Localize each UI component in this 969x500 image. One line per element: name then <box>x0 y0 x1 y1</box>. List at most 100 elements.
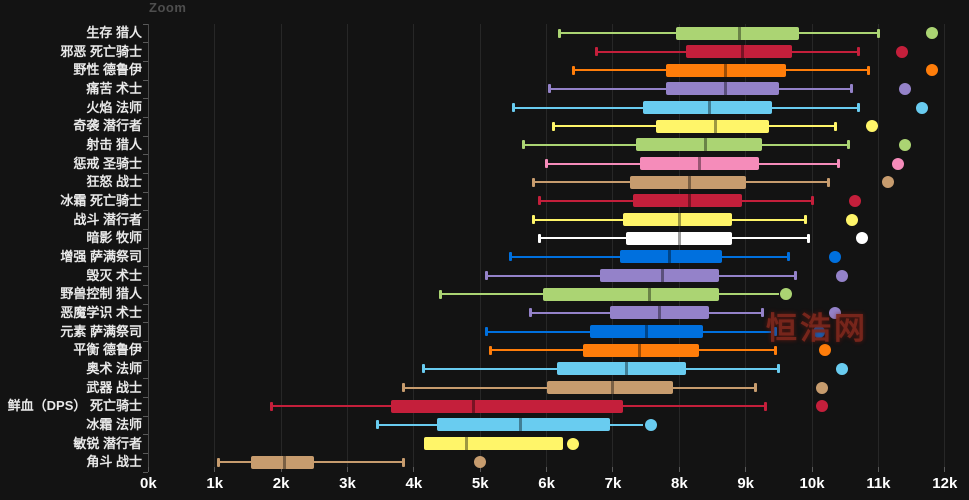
whisker-left[interactable] <box>513 106 643 109</box>
whisker-right[interactable] <box>719 274 796 277</box>
box[interactable] <box>619 250 723 264</box>
whisker-left[interactable] <box>553 125 657 128</box>
whisker-left[interactable] <box>271 405 391 408</box>
box[interactable] <box>251 455 315 469</box>
x-axis-label: 2k <box>272 475 290 492</box>
whisker-right[interactable] <box>722 255 789 258</box>
box[interactable] <box>666 82 779 96</box>
outlier-dot[interactable] <box>812 325 825 338</box>
whisker-right[interactable] <box>762 143 849 146</box>
outlier-dot[interactable] <box>567 437 580 450</box>
box[interactable] <box>589 325 703 339</box>
box[interactable] <box>676 26 799 40</box>
whisker-right[interactable] <box>709 311 763 314</box>
outlier-dot[interactable] <box>849 194 862 207</box>
box[interactable] <box>666 63 786 77</box>
outlier-dot[interactable] <box>925 27 938 39</box>
outlier-dot[interactable] <box>474 456 487 469</box>
whisker-left[interactable] <box>218 461 252 464</box>
box[interactable] <box>583 343 700 357</box>
whisker-right[interactable] <box>778 87 852 90</box>
whisker-right[interactable] <box>685 367 779 370</box>
outlier-dot[interactable] <box>644 418 657 431</box>
zoom-control-label[interactable]: Zoom <box>149 0 187 15</box>
whisker-left[interactable] <box>533 181 630 184</box>
box[interactable] <box>629 175 746 189</box>
box[interactable] <box>599 269 720 283</box>
whisker-right[interactable] <box>314 461 404 464</box>
whisker-right[interactable] <box>672 386 756 389</box>
outlier-dot[interactable] <box>819 344 832 357</box>
whisker-right[interactable] <box>719 293 779 296</box>
whisker-right[interactable] <box>609 423 643 426</box>
outlier-dot[interactable] <box>925 64 938 77</box>
outlier-dot[interactable] <box>835 269 848 282</box>
outlier-dot[interactable] <box>816 381 829 394</box>
whisker-right[interactable] <box>758 162 839 165</box>
outlier-dot[interactable] <box>835 362 848 375</box>
whisker-cap-left <box>488 345 492 355</box>
whisker-right[interactable] <box>742 199 813 202</box>
outlier-dot[interactable] <box>892 157 905 170</box>
outlier-dot[interactable] <box>779 288 792 301</box>
whisker-right[interactable] <box>732 237 809 240</box>
box[interactable] <box>609 306 710 320</box>
whisker-left[interactable] <box>377 423 438 426</box>
whisker-right[interactable] <box>622 405 766 408</box>
whisker-left[interactable] <box>546 162 640 165</box>
outlier-dot[interactable] <box>865 120 878 133</box>
outlier-dot[interactable] <box>915 101 928 114</box>
box[interactable] <box>639 157 759 171</box>
whisker-left[interactable] <box>440 293 544 296</box>
box[interactable] <box>636 138 763 152</box>
outlier-dot[interactable] <box>829 306 842 319</box>
whisker-left[interactable] <box>510 255 620 258</box>
whisker-left[interactable] <box>423 367 557 370</box>
outlier-dot[interactable] <box>882 176 895 189</box>
box[interactable] <box>642 101 773 115</box>
whisker-left[interactable] <box>549 87 667 90</box>
grid-line <box>877 24 879 468</box>
whisker-left[interactable] <box>533 218 623 221</box>
whisker-left[interactable] <box>530 311 610 314</box>
whisker-right[interactable] <box>798 32 879 34</box>
box[interactable] <box>656 119 769 133</box>
whisker-right[interactable] <box>785 69 869 72</box>
whisker-left[interactable] <box>403 386 547 389</box>
whisker-right[interactable] <box>699 349 776 352</box>
whisker-left[interactable] <box>486 274 600 277</box>
outlier-dot[interactable] <box>845 213 858 226</box>
box[interactable] <box>622 213 733 227</box>
whisker-right[interactable] <box>702 330 776 333</box>
outlier-dot[interactable] <box>829 250 842 263</box>
whisker-right[interactable] <box>768 125 836 128</box>
whisker-left[interactable] <box>596 50 686 53</box>
outlier-dot[interactable] <box>895 45 908 58</box>
x-axis-label: 0k <box>140 475 157 492</box>
box[interactable] <box>423 437 564 451</box>
whisker-right[interactable] <box>745 181 829 184</box>
whisker-left[interactable] <box>539 199 633 202</box>
whisker-left[interactable] <box>486 330 590 333</box>
box[interactable] <box>546 381 673 395</box>
box[interactable] <box>543 287 720 301</box>
box[interactable] <box>626 231 733 245</box>
whisker-left[interactable] <box>523 143 637 146</box>
box[interactable] <box>437 418 610 432</box>
outlier-dot[interactable] <box>898 82 911 95</box>
whisker-left[interactable] <box>573 69 667 72</box>
box[interactable] <box>390 399 623 413</box>
outlier-dot[interactable] <box>816 400 829 413</box>
box[interactable] <box>556 362 686 376</box>
whisker-right[interactable] <box>772 106 859 109</box>
whisker-left[interactable] <box>490 349 584 352</box>
y-axis-tick <box>143 247 148 249</box>
whisker-left[interactable] <box>539 237 627 240</box>
whisker-right[interactable] <box>792 50 859 53</box>
box[interactable] <box>685 45 793 59</box>
whisker-right[interactable] <box>732 218 806 221</box>
box[interactable] <box>632 194 743 208</box>
outlier-dot[interactable] <box>898 138 911 151</box>
outlier-dot[interactable] <box>855 232 868 245</box>
whisker-left[interactable] <box>559 32 676 34</box>
